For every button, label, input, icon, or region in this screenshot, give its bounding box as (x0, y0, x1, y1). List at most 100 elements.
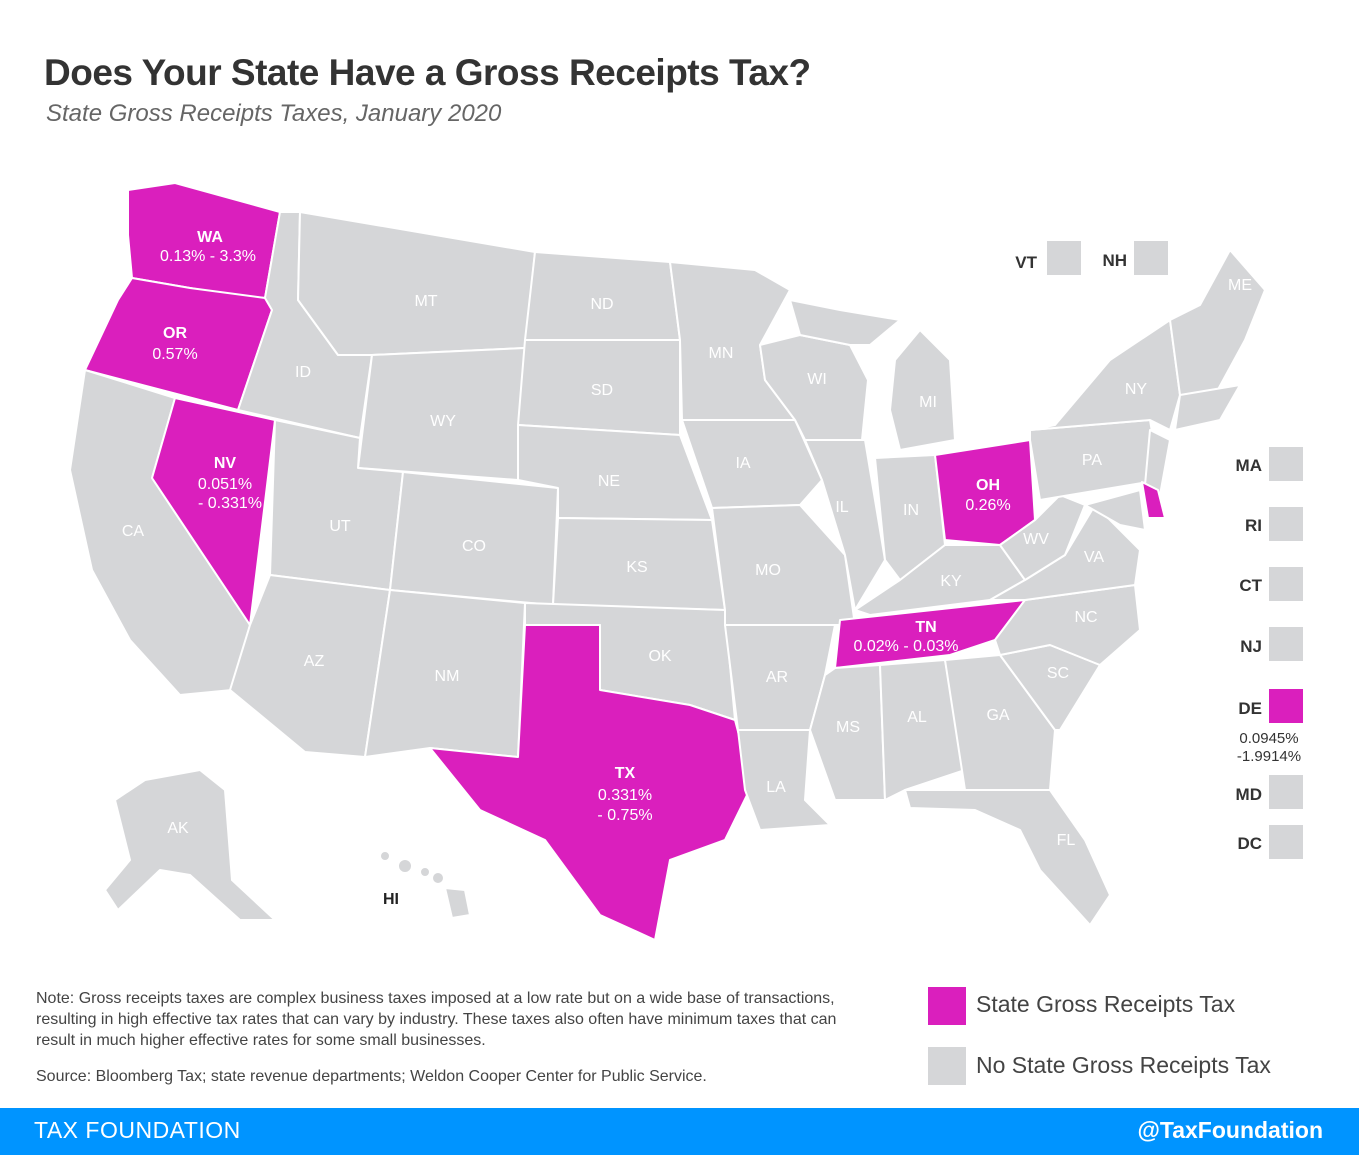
rate-tn: 0.02% - 0.03% (854, 638, 959, 655)
rate-nv-2: - 0.331% (198, 495, 262, 512)
state-new-england[interactable] (1169, 249, 1266, 396)
state-tx[interactable] (429, 624, 753, 941)
rate-nv-1: 0.051% (198, 476, 252, 493)
rate-wa: 0.13% - 3.3% (160, 248, 256, 265)
page-title: Does Your State Have a Gross Receipts Ta… (44, 52, 811, 93)
label-pa: PA (1082, 452, 1102, 469)
label-id: ID (295, 364, 311, 381)
label-ne: NE (598, 473, 620, 490)
label-wa: WA (197, 229, 223, 246)
rate-oh: 0.26% (965, 497, 1010, 514)
page-subtitle: State Gross Receipts Taxes, January 2020 (46, 100, 502, 127)
rate-de-2: -1.9914% (1236, 748, 1302, 765)
square-dc[interactable] (1269, 825, 1303, 859)
source-text: Source: Bloomberg Tax; state revenue dep… (36, 1068, 707, 1085)
label-nm: NM (435, 668, 460, 685)
square-nh[interactable] (1134, 241, 1168, 275)
label-de: DE (1238, 699, 1262, 718)
state-ia[interactable] (681, 419, 823, 509)
label-hi: HI (383, 891, 399, 908)
label-az: AZ (304, 653, 325, 670)
state-tn[interactable] (834, 599, 1026, 669)
state-ma-ct-ri[interactable] (1174, 384, 1241, 431)
label-la: LA (766, 779, 786, 796)
label-nj: NJ (1240, 637, 1262, 656)
state-mo[interactable] (711, 504, 856, 626)
rate-de-1: 0.0945% (1239, 730, 1299, 747)
state-al[interactable] (879, 659, 966, 801)
legend-label-grt: State Gross Receipts Tax (976, 991, 1236, 1017)
label-ok: OK (648, 648, 671, 665)
footer-brand[interactable]: TAX FOUNDATION (34, 1117, 241, 1143)
label-ak: AK (167, 820, 189, 837)
label-tn: TN (915, 619, 936, 636)
label-fl: FL (1057, 832, 1076, 849)
label-dc: DC (1237, 834, 1262, 853)
legend-swatch-no-grt (928, 1047, 966, 1085)
square-ct[interactable] (1269, 567, 1303, 601)
rate-de: 0.0945% -1.9914% (1224, 730, 1314, 766)
label-wy: WY (430, 413, 456, 430)
state-mt[interactable] (297, 211, 536, 356)
rate-tx-2: - 0.75% (597, 807, 652, 824)
square-ri[interactable] (1269, 507, 1303, 541)
state-mi[interactable] (889, 329, 956, 451)
label-ny: NY (1125, 381, 1148, 398)
label-oh: OH (976, 477, 1000, 494)
label-ky: KY (940, 573, 962, 590)
square-md[interactable] (1269, 775, 1303, 809)
state-ny[interactable] (1029, 319, 1181, 431)
label-ga: GA (986, 707, 1009, 724)
label-ri: RI (1245, 516, 1262, 535)
label-ct: CT (1239, 576, 1262, 595)
rate-tx-1: 0.331% (598, 787, 652, 804)
label-nv: NV (214, 455, 237, 472)
label-mo: MO (755, 562, 781, 579)
label-nc: NC (1074, 609, 1097, 626)
label-tx: TX (615, 765, 636, 782)
state-fl[interactable] (904, 789, 1111, 926)
label-ca: CA (122, 523, 145, 540)
label-va: VA (1084, 549, 1104, 566)
label-sd: SD (591, 382, 613, 399)
state-md[interactable] (1084, 489, 1146, 531)
legend-swatch-grt (928, 987, 966, 1025)
footer-bar (0, 1108, 1359, 1155)
label-ks: KS (626, 559, 647, 576)
square-vt[interactable] (1047, 241, 1081, 275)
square-nj[interactable] (1269, 627, 1303, 661)
label-ia: IA (735, 455, 750, 472)
label-nh: NH (1102, 251, 1127, 270)
label-ut: UT (329, 518, 351, 535)
state-ga[interactable] (944, 654, 1056, 791)
label-md: MD (1235, 785, 1262, 804)
square-de[interactable] (1269, 689, 1303, 723)
label-mi: MI (919, 394, 937, 411)
state-ak[interactable] (104, 769, 276, 921)
note-text: Note: Gross receipts taxes are complex b… (36, 990, 837, 1049)
state-hi[interactable] (379, 850, 471, 919)
label-co: CO (462, 538, 486, 555)
label-ma: MA (1235, 456, 1262, 475)
label-ar: AR (766, 669, 788, 686)
label-sc: SC (1047, 665, 1069, 682)
us-map: WA 0.13% - 3.3% OR 0.57% NV 0.051% - 0.3… (69, 182, 1266, 941)
label-al: AL (907, 709, 927, 726)
rate-or: 0.57% (152, 346, 197, 363)
state-de[interactable] (1141, 481, 1166, 519)
legend-label-no-grt: No State Gross Receipts Tax (976, 1052, 1271, 1078)
label-nd: ND (590, 296, 613, 313)
label-wi: WI (807, 371, 827, 388)
label-mt: MT (414, 293, 437, 310)
label-me: ME (1228, 277, 1252, 294)
label-in: IN (903, 502, 919, 519)
label-ms: MS (836, 719, 860, 736)
label-or: OR (163, 325, 187, 342)
label-vt: VT (1015, 253, 1037, 272)
label-wv: WV (1023, 531, 1049, 548)
state-mi-up[interactable] (789, 299, 901, 346)
label-mn: MN (709, 345, 734, 362)
square-ma[interactable] (1269, 447, 1303, 481)
label-il: IL (835, 499, 848, 516)
footer-handle[interactable]: @TaxFoundation (1137, 1117, 1323, 1143)
